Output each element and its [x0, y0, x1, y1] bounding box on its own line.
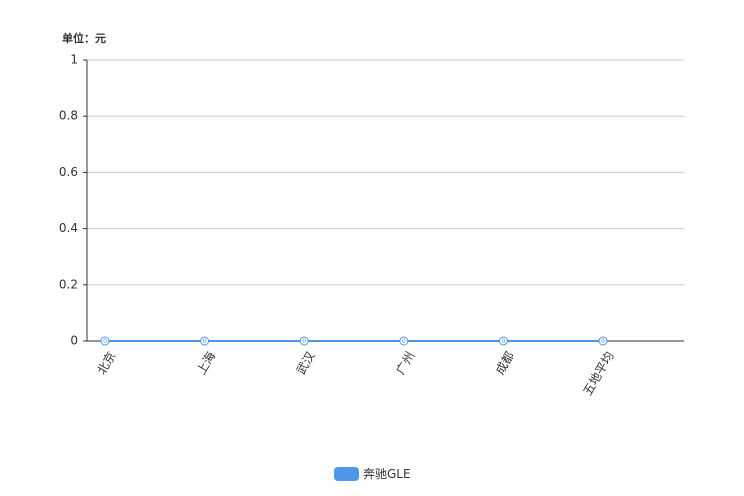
x-tick-label: 上海 [193, 349, 218, 377]
legend: 奔驰GLE [334, 467, 411, 481]
x-tick-label: 广州 [393, 349, 417, 377]
y-tick-label: 0 [70, 334, 78, 348]
x-tick-label: 北京 [94, 349, 118, 377]
data-point [100, 336, 110, 346]
data-label: 0 [103, 338, 107, 345]
y-tick-label: 0.8 [59, 109, 78, 123]
data-point [598, 336, 608, 346]
data-label: 0 [302, 338, 306, 345]
data-label: 0 [501, 338, 505, 345]
data-point [399, 336, 409, 346]
legend-label: 奔驰GLE [363, 467, 411, 481]
x-tick-label: 武汉 [294, 349, 318, 377]
y-tick-label: 0.2 [59, 277, 78, 291]
data-point [200, 336, 210, 346]
data-label: 0 [203, 338, 207, 345]
data-point [299, 336, 309, 346]
x-tick-label: 成都 [493, 349, 517, 377]
legend-swatch [334, 467, 359, 481]
data-label: 0 [402, 338, 406, 345]
x-tick-label: 五地平均 [580, 349, 616, 398]
y-tick-label: 1 [70, 53, 78, 67]
data-point [498, 336, 508, 346]
y-tick-label: 0.4 [59, 221, 78, 235]
unit-label: 单位：元 [62, 31, 106, 45]
y-tick-label: 0.6 [59, 165, 78, 179]
data-label: 0 [601, 338, 605, 345]
